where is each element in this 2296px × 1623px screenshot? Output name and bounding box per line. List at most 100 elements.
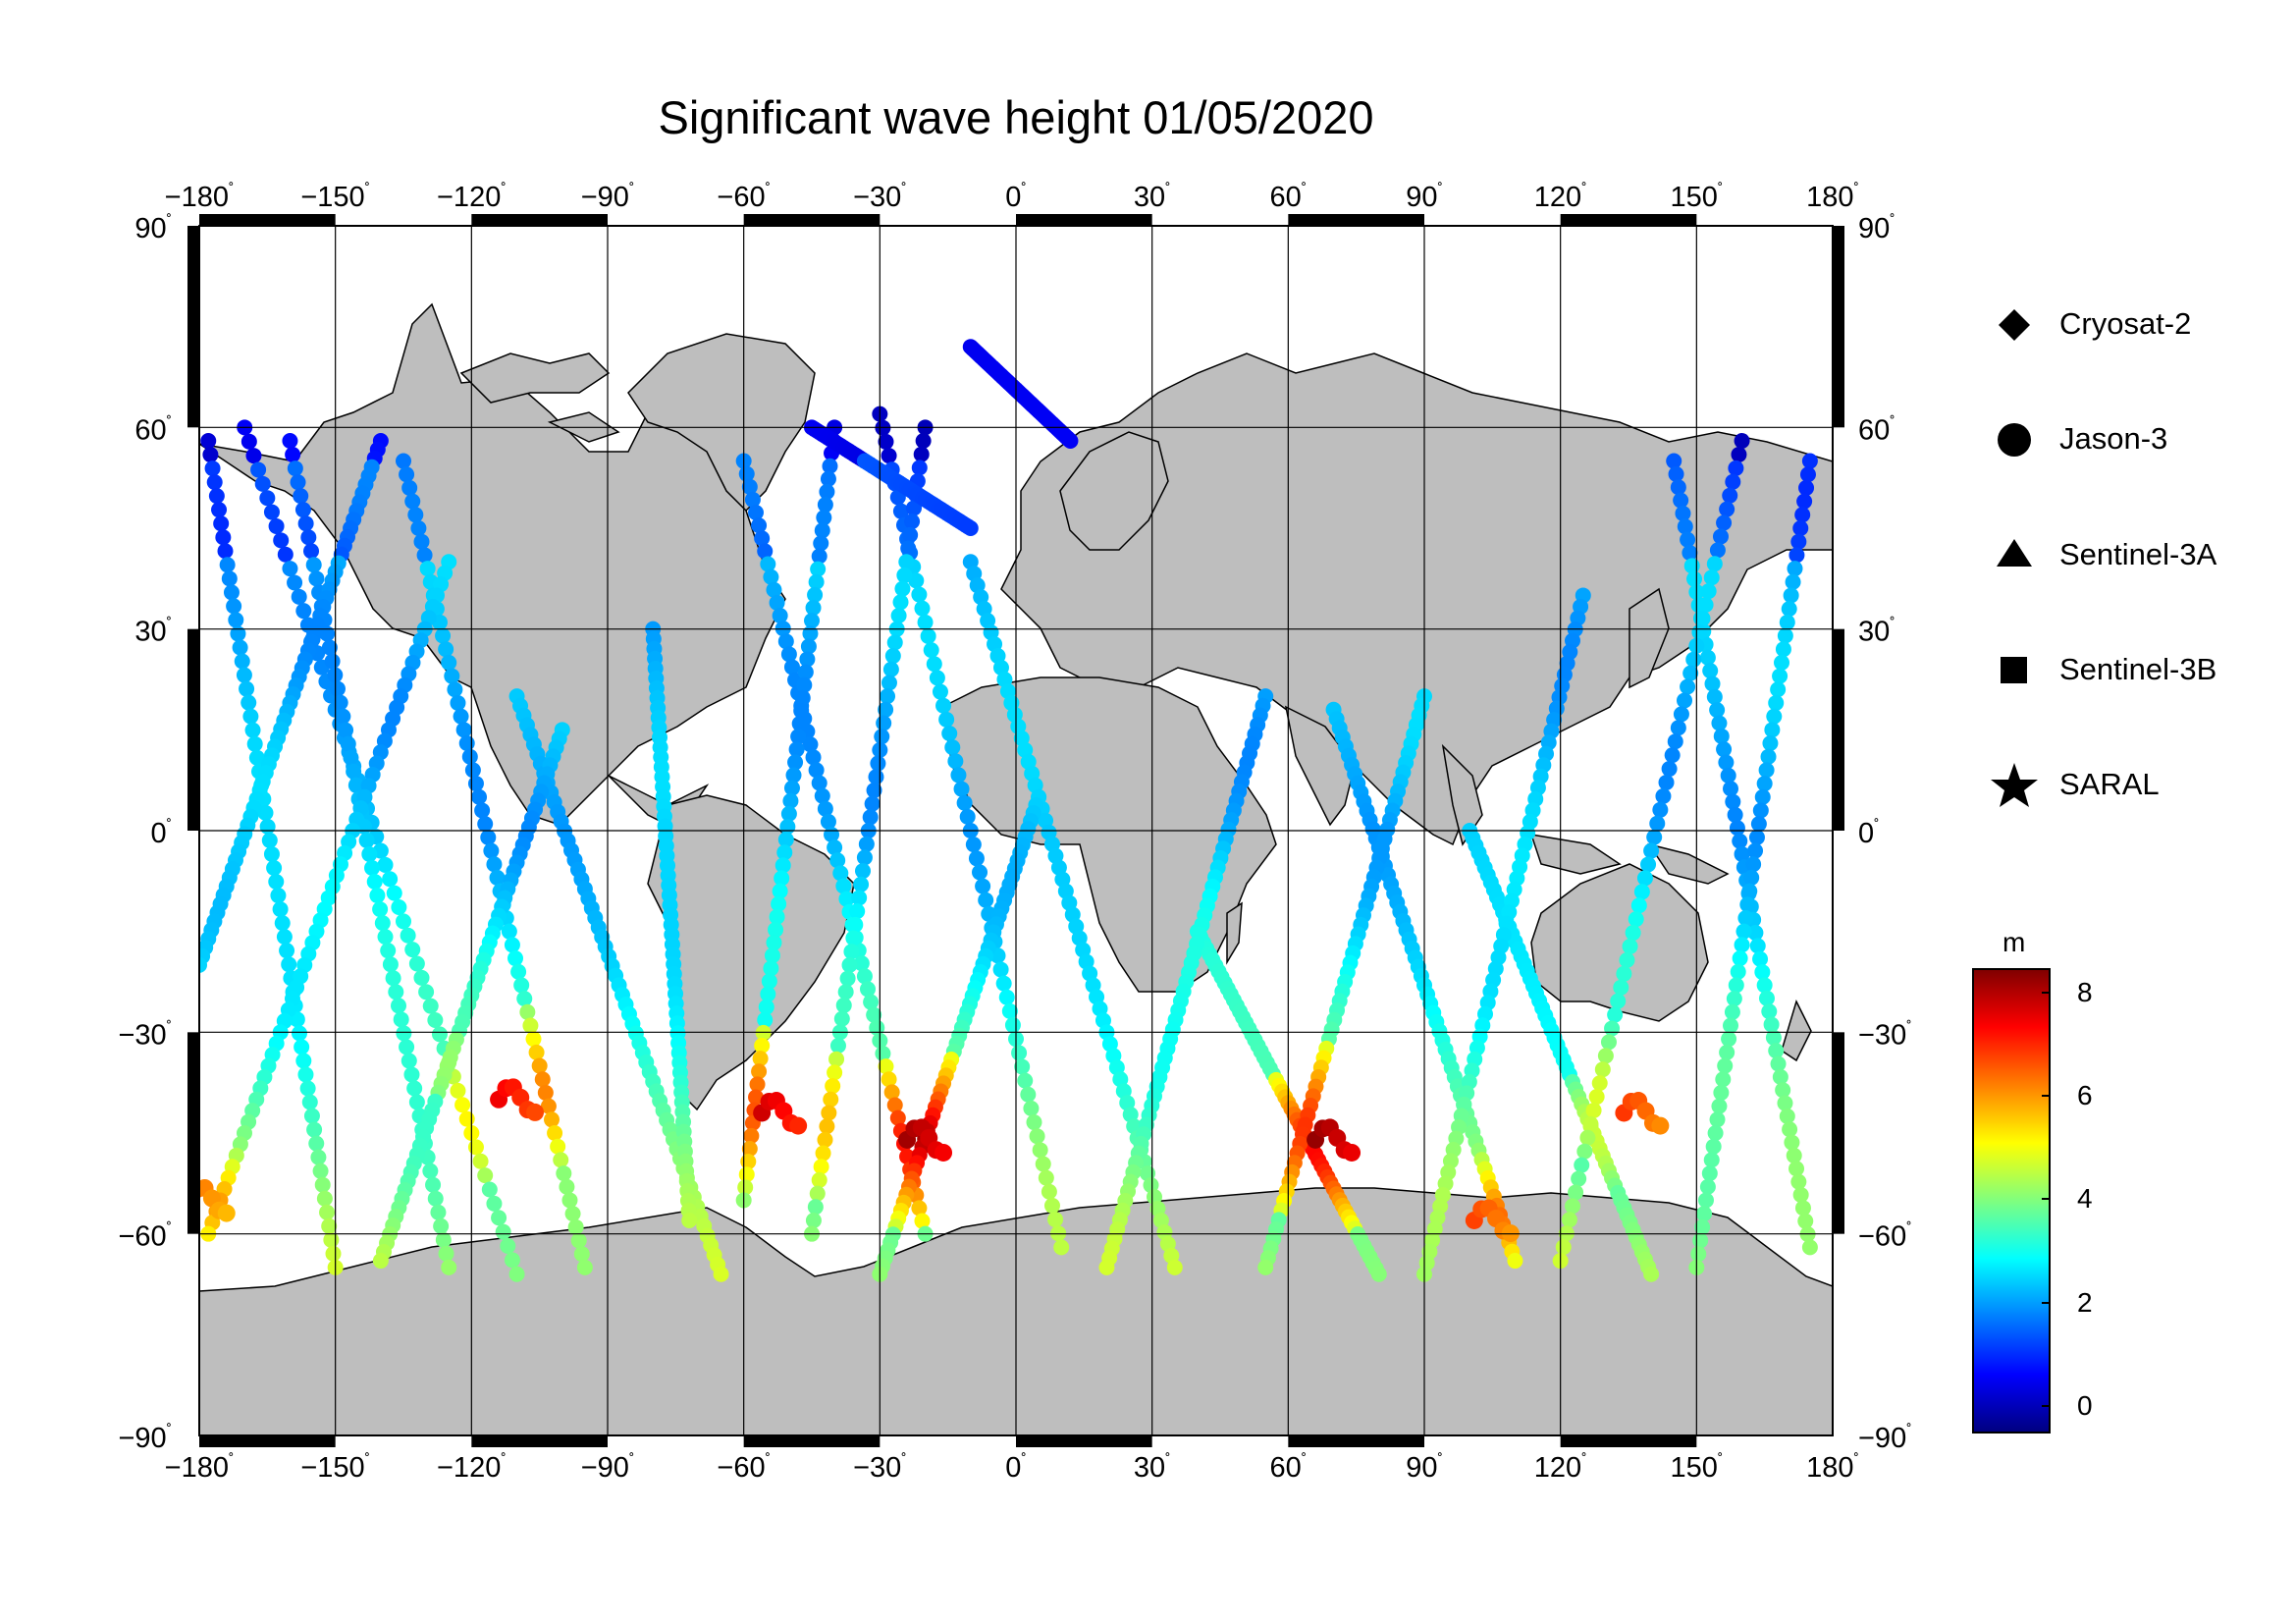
track-point <box>797 664 814 680</box>
track-point <box>821 1105 837 1121</box>
track-point <box>764 947 780 964</box>
track-point <box>1770 681 1787 698</box>
track-point <box>796 676 813 693</box>
square-icon <box>2001 657 2027 683</box>
track-point <box>316 1190 333 1207</box>
track-point <box>1619 951 1635 968</box>
track-point <box>300 529 317 546</box>
track-point <box>815 1145 831 1162</box>
track-point <box>828 1051 845 1067</box>
track-point <box>388 984 404 1001</box>
track-point <box>559 1178 575 1195</box>
frame-bar <box>471 214 608 226</box>
lon-tick-label: 150˚ <box>1670 182 1723 213</box>
lat-tick-label: −30˚ <box>1858 1019 1912 1051</box>
track-point <box>799 651 816 668</box>
track-point <box>321 639 338 656</box>
track-point <box>444 668 460 684</box>
track-point <box>346 763 362 780</box>
track-point <box>1697 1192 1714 1209</box>
track-point <box>790 729 807 745</box>
track-point <box>1785 573 1801 590</box>
track-point <box>968 850 985 867</box>
track-point <box>807 586 824 603</box>
track-point <box>1652 801 1669 818</box>
track-point <box>911 1200 928 1217</box>
track-point <box>743 1127 760 1144</box>
track-point <box>1585 1102 1602 1118</box>
high-wave-point <box>526 1103 545 1121</box>
track-point <box>1734 937 1750 953</box>
track-point <box>880 688 896 705</box>
track-point <box>1691 623 1708 640</box>
track-point <box>938 711 955 728</box>
track-point <box>273 532 290 549</box>
track-point <box>882 661 899 677</box>
track-point <box>441 1259 457 1275</box>
track-point <box>254 475 271 492</box>
track-point <box>1745 856 1762 873</box>
track-point <box>947 753 964 770</box>
track-point <box>213 515 230 532</box>
track-point <box>858 836 875 852</box>
lon-tick-label: −60˚ <box>717 182 771 213</box>
track-point <box>1796 493 1813 510</box>
track-point <box>1760 748 1777 765</box>
track <box>1325 701 1523 1270</box>
track-point <box>785 767 802 784</box>
track-point <box>1666 453 1682 469</box>
track-point <box>944 739 961 756</box>
colorbar-ticks <box>2042 992 2050 1407</box>
track-point <box>747 1089 764 1106</box>
track-point <box>504 1252 520 1269</box>
high-wave-point <box>1651 1116 1670 1135</box>
track-point <box>780 805 797 822</box>
track-point <box>956 794 973 811</box>
track-point <box>856 968 873 985</box>
track-point <box>215 529 232 546</box>
track-point <box>972 864 988 881</box>
track-point <box>827 1064 843 1081</box>
frame-bar <box>1016 1435 1152 1447</box>
track-point <box>299 1080 316 1097</box>
track-point <box>285 447 301 463</box>
track-point <box>240 433 257 450</box>
track-point <box>396 453 411 469</box>
track-point <box>266 859 283 876</box>
track-point <box>248 749 265 766</box>
track-point <box>1712 528 1729 545</box>
track-point <box>832 865 849 882</box>
lon-tick-label: 180˚ <box>1806 182 1859 213</box>
lon-tick-label: −150˚ <box>300 1452 370 1484</box>
track-point <box>835 878 852 894</box>
track-point <box>911 460 928 476</box>
track-point <box>1166 1259 1183 1275</box>
track-point <box>489 869 506 886</box>
track-point <box>223 584 240 601</box>
lat-tick-label: −60˚ <box>118 1221 172 1253</box>
track-point <box>1706 688 1723 705</box>
colorbar-tick-0: 0 <box>2077 1390 2093 1421</box>
track-point <box>1667 733 1683 750</box>
track-point <box>1001 1002 1018 1019</box>
track-point <box>270 888 287 904</box>
lat-tick-label: 0˚ <box>1858 818 1879 849</box>
track-point <box>404 942 421 958</box>
high-wave-point <box>217 1204 236 1222</box>
track-point <box>827 839 843 856</box>
track-point <box>1604 1020 1621 1037</box>
track-point <box>804 613 820 629</box>
track <box>735 419 843 1209</box>
track-point <box>431 1026 448 1043</box>
lon-tick-label: −180˚ <box>165 1452 235 1484</box>
track-point <box>814 787 830 804</box>
track-point <box>780 646 797 663</box>
track-point <box>396 1025 412 1042</box>
track-point <box>261 832 278 848</box>
track-point <box>881 1071 897 1088</box>
track-point <box>1664 747 1681 764</box>
track-point <box>1749 938 1766 954</box>
track-point <box>1758 762 1775 779</box>
track <box>645 621 698 1228</box>
track-point <box>1783 587 1799 604</box>
